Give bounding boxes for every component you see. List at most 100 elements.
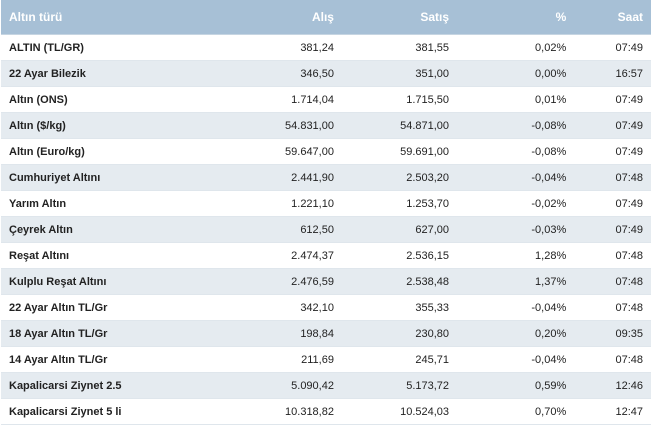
column-header-time[interactable]: Saat [574, 0, 651, 35]
change-percent-cell: 0,02% [457, 34, 575, 61]
buy-price-cell: 54.831,00 [171, 112, 342, 139]
gold-type-cell[interactable]: 22 Ayar Altın TL/Gr [1, 294, 172, 321]
sell-price-cell: 230,80 [341, 320, 458, 347]
change-percent-cell: 1,37% [457, 268, 575, 295]
sell-price-cell: 351,00 [341, 60, 458, 87]
change-percent-cell: -0,08% [457, 138, 575, 165]
sell-price-cell: 627,00 [341, 216, 458, 243]
table-row[interactable]: Cumhuriyet Altını 2.441,90 2.503,20 -0,04% 0… [1, 164, 651, 191]
gold-type-cell[interactable]: 18 Ayar Altın TL/Gr [1, 320, 172, 347]
buy-price-cell: 5.090,42 [171, 372, 342, 399]
table-row[interactable]: Çeyrek Altın 612,50 627,00 -0,03% 07:49 [1, 216, 651, 243]
change-percent-cell: 0,59% [457, 372, 575, 399]
gold-type-cell[interactable]: Yarım Altın [1, 190, 172, 217]
sell-price-cell: 10.524,03 [341, 398, 458, 425]
gold-type-cell[interactable]: 22 Ayar Bilezik [1, 60, 172, 87]
time-cell: 07:49 [574, 86, 651, 113]
buy-price-cell: 342,10 [171, 294, 342, 321]
time-cell: 07:48 [574, 268, 651, 295]
table-row[interactable]: 18 Ayar Altın TL/Gr 198,84 230,80 0,20% 09:3… [1, 320, 651, 347]
change-percent-cell: -0,04% [457, 294, 575, 321]
time-cell: 07:49 [574, 138, 651, 165]
gold-type-cell[interactable]: Cumhuriyet Altını [1, 164, 172, 191]
time-cell: 07:49 [574, 34, 651, 61]
gold-type-cell[interactable]: Kapalicarsi Ziynet 5 li [1, 398, 172, 425]
change-percent-cell: 1,28% [457, 242, 575, 269]
buy-price-cell: 2.474,37 [171, 242, 342, 269]
gold-type-cell[interactable]: Çeyrek Altın [1, 216, 172, 243]
column-header-gold-type[interactable]: Altın türü [1, 0, 172, 35]
change-percent-cell: -0,04% [457, 164, 575, 191]
buy-price-cell: 10.318,82 [171, 398, 342, 425]
gold-type-cell[interactable]: Altın (Euro/kg) [1, 138, 172, 165]
table-header: Altın türü Alış Satış % Saat [1, 0, 651, 35]
buy-price-cell: 612,50 [171, 216, 342, 243]
table-row[interactable]: Altın (Euro/kg) 59.647,00 59.691,00 -0,08% 0… [1, 138, 651, 165]
sell-price-cell: 355,33 [341, 294, 458, 321]
column-header-sell[interactable]: Satış [341, 0, 458, 35]
table-row[interactable]: 14 Ayar Altın TL/Gr 211,69 245,71 -0,04% 07:… [1, 346, 651, 373]
buy-price-cell: 381,24 [171, 34, 342, 61]
gold-type-cell[interactable]: Altın (ONS) [1, 86, 172, 113]
change-percent-cell: -0,08% [457, 112, 575, 139]
sell-price-cell: 2.536,15 [341, 242, 458, 269]
change-percent-cell: -0,02% [457, 190, 575, 217]
table-row[interactable]: Reşat Altını 2.474,37 2.536,15 1,28% 07:48 [1, 242, 651, 269]
time-cell: 12:47 [574, 398, 651, 425]
sell-price-cell: 54.871,00 [341, 112, 458, 139]
table-row[interactable]: Kapalicarsi Ziynet 2.5 5.090,42 5.173,72 0,… [1, 372, 651, 399]
column-header-buy[interactable]: Alış [171, 0, 342, 35]
time-cell: 07:49 [574, 216, 651, 243]
buy-price-cell: 1.714,04 [171, 86, 342, 113]
change-percent-cell: 0,00% [457, 60, 575, 87]
buy-price-cell: 211,69 [171, 346, 342, 373]
change-percent-cell: 0,70% [457, 398, 575, 425]
sell-price-cell: 2.503,20 [341, 164, 458, 191]
time-cell: 07:49 [574, 112, 651, 139]
time-cell: 07:48 [574, 242, 651, 269]
time-cell: 09:35 [574, 320, 651, 347]
time-cell: 12:46 [574, 372, 651, 399]
table-row[interactable]: Kulplu Reşat Altını 2.476,59 2.538,48 1,37%… [1, 268, 651, 295]
time-cell: 07:48 [574, 346, 651, 373]
change-percent-cell: -0,03% [457, 216, 575, 243]
buy-price-cell: 2.441,90 [171, 164, 342, 191]
time-cell: 07:49 [574, 190, 651, 217]
sell-price-cell: 245,71 [341, 346, 458, 373]
table-row[interactable]: ALTIN (TL/GR) 381,24 381,55 0,02% 07:49 [1, 34, 651, 61]
sell-price-cell: 381,55 [341, 34, 458, 61]
gold-type-cell[interactable]: 14 Ayar Altın TL/Gr [1, 346, 172, 373]
gold-type-cell[interactable]: ALTIN (TL/GR) [1, 34, 172, 61]
sell-price-cell: 2.538,48 [341, 268, 458, 295]
table-row[interactable]: Yarım Altın 1.221,10 1.253,70 -0,02% 07:49 [1, 190, 651, 217]
table-row[interactable]: 22 Ayar Altın TL/Gr 342,10 355,33 -0,04% 07:… [1, 294, 651, 321]
table-row[interactable]: Kapalicarsi Ziynet 5 li 10.318,82 10.524,0… [1, 398, 651, 425]
buy-price-cell: 59.647,00 [171, 138, 342, 165]
table-body: ALTIN (TL/GR) 381,24 381,55 0,02% 07:49 22 Ay… [1, 34, 651, 425]
time-cell: 07:48 [574, 294, 651, 321]
header-row: Altın türü Alış Satış % Saat [1, 0, 651, 35]
table-row[interactable]: 22 Ayar Bilezik 346,50 351,00 0,00% 16:57 [1, 60, 651, 87]
change-percent-cell: -0,04% [457, 346, 575, 373]
sell-price-cell: 1.253,70 [341, 190, 458, 217]
gold-type-cell[interactable]: Reşat Altını [1, 242, 172, 269]
gold-type-cell[interactable]: Kulplu Reşat Altını [1, 268, 172, 295]
change-percent-cell: 0,20% [457, 320, 575, 347]
buy-price-cell: 346,50 [171, 60, 342, 87]
table-row[interactable]: Altın (ONS) 1.714,04 1.715,50 0,01% 07:49 [1, 86, 651, 113]
buy-price-cell: 198,84 [171, 320, 342, 347]
gold-type-cell[interactable]: Altın ($/kg) [1, 112, 172, 139]
buy-price-cell: 1.221,10 [171, 190, 342, 217]
buy-price-cell: 2.476,59 [171, 268, 342, 295]
sell-price-cell: 59.691,00 [341, 138, 458, 165]
gold-type-cell[interactable]: Kapalicarsi Ziynet 2.5 [1, 372, 172, 399]
time-cell: 07:48 [574, 164, 651, 191]
column-header-percent[interactable]: % [457, 0, 575, 35]
table-row[interactable]: Altın ($/kg) 54.831,00 54.871,00 -0,08% 07:4… [1, 112, 651, 139]
change-percent-cell: 0,01% [457, 86, 575, 113]
time-cell: 16:57 [574, 60, 651, 87]
sell-price-cell: 1.715,50 [341, 86, 458, 113]
sell-price-cell: 5.173,72 [341, 372, 458, 399]
